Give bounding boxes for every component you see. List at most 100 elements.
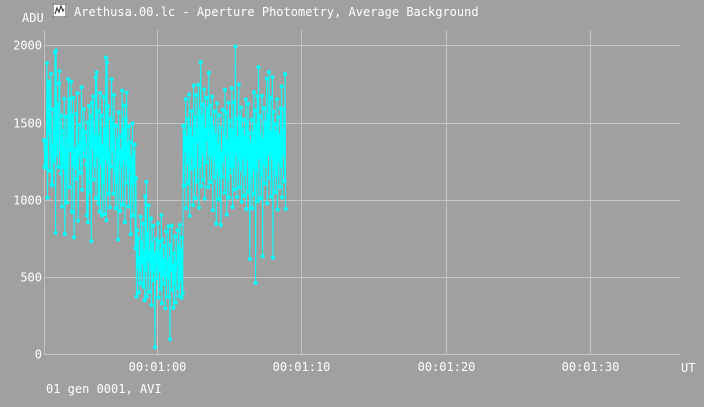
data-point <box>172 281 177 286</box>
data-point <box>154 237 159 242</box>
data-point <box>133 176 138 181</box>
data-point <box>221 158 226 163</box>
data-point <box>64 150 69 155</box>
data-point <box>133 246 138 251</box>
data-point <box>132 142 137 147</box>
data-point <box>269 130 274 135</box>
data-point <box>255 199 260 204</box>
data-point <box>69 79 74 84</box>
data-point <box>241 117 246 122</box>
data-point <box>213 175 218 179</box>
data-point <box>105 60 109 65</box>
y-tick-label: 1000 <box>13 194 42 208</box>
data-point <box>152 251 157 256</box>
data-point <box>137 255 142 260</box>
data-point <box>94 196 98 201</box>
data-point <box>205 137 209 142</box>
data-point <box>240 155 245 159</box>
data-point <box>159 301 164 306</box>
data-point <box>276 115 281 120</box>
data-point <box>153 345 157 350</box>
data-point <box>65 139 70 144</box>
data-point <box>44 166 49 171</box>
data-point <box>249 173 253 178</box>
data-point <box>277 184 282 189</box>
data-point <box>262 181 267 186</box>
data-point <box>283 72 288 77</box>
data-point <box>127 124 131 129</box>
data-point <box>70 113 75 118</box>
data-point <box>223 87 227 92</box>
data-point <box>90 145 95 150</box>
data-point <box>252 191 257 196</box>
data-point <box>147 290 152 294</box>
data-point <box>207 103 212 108</box>
data-point <box>179 248 183 253</box>
data-point <box>85 220 90 225</box>
data-point <box>58 171 63 176</box>
data-point <box>249 117 254 122</box>
data-point <box>124 90 129 95</box>
data-point <box>143 194 148 199</box>
data-point <box>184 206 189 211</box>
data-point <box>259 173 264 177</box>
data-point <box>43 161 48 166</box>
data-point <box>236 82 241 87</box>
data-point <box>63 166 68 171</box>
data-point <box>89 239 94 244</box>
chart-app-icon[interactable] <box>52 3 67 18</box>
data-point <box>176 244 181 249</box>
data-point <box>68 148 73 153</box>
data-point <box>212 109 217 114</box>
data-point <box>202 87 207 92</box>
data-point <box>224 110 229 115</box>
data-point <box>230 205 235 210</box>
data-point <box>67 97 72 101</box>
data-point <box>146 257 151 262</box>
data-point <box>201 178 206 182</box>
data-point <box>220 174 225 179</box>
data-point <box>261 138 266 143</box>
data-point <box>242 193 247 198</box>
data-point <box>240 127 245 132</box>
data-point <box>167 256 172 261</box>
data-point <box>250 206 255 211</box>
data-point <box>194 179 199 184</box>
data-point <box>141 284 146 289</box>
data-point <box>264 76 269 81</box>
data-point <box>216 197 221 202</box>
data-point <box>119 163 124 168</box>
data-point <box>238 167 243 172</box>
x-tick-label: 00:01:10 <box>273 360 331 374</box>
data-point <box>150 278 155 283</box>
data-point <box>113 206 118 211</box>
data-point <box>228 163 233 168</box>
data-point <box>84 162 89 167</box>
data-point <box>223 151 228 156</box>
data-point <box>222 190 227 195</box>
data-point <box>225 176 230 181</box>
data-point <box>51 147 56 152</box>
data-point <box>280 195 285 200</box>
data-point <box>88 190 93 194</box>
data-point <box>124 161 129 166</box>
data-point <box>257 155 262 160</box>
data-point <box>59 113 64 118</box>
chart-tick-labels: 0 500 1000 1500 2000 00:01:00 00:01:10 00:01:20… <box>13 39 619 375</box>
data-point <box>267 176 272 181</box>
data-point <box>120 202 125 207</box>
data-series <box>42 44 288 350</box>
data-point <box>278 106 283 111</box>
data-point <box>109 164 114 169</box>
data-point <box>200 150 205 155</box>
data-point <box>111 191 116 196</box>
data-point <box>98 160 103 165</box>
data-point <box>273 130 278 135</box>
data-point <box>216 142 220 147</box>
data-point <box>245 157 250 162</box>
chart-axes <box>44 30 680 355</box>
data-point <box>113 167 118 172</box>
data-point <box>43 140 48 145</box>
data-point <box>280 129 285 134</box>
